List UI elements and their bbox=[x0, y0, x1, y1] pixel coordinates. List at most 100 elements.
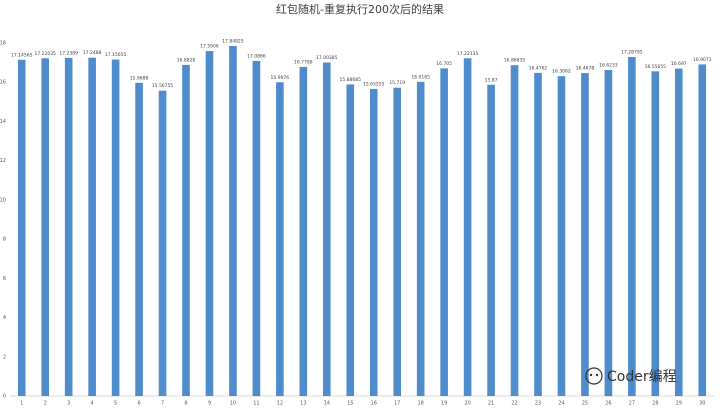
bar bbox=[111, 59, 120, 397]
x-tick-label: 3 bbox=[67, 401, 70, 407]
bar bbox=[487, 84, 495, 396]
y-tick-label: 2 bbox=[3, 354, 6, 360]
x-tick-label: 18 bbox=[417, 401, 423, 407]
y-tick-label: 4 bbox=[3, 315, 6, 321]
data-label: 17.15655 bbox=[105, 52, 127, 58]
bar bbox=[205, 51, 214, 397]
data-label: 15.9976 bbox=[271, 75, 290, 81]
data-label: 15.719 bbox=[389, 80, 405, 86]
data-label: 15.88685 bbox=[340, 77, 362, 83]
bar bbox=[393, 87, 401, 396]
data-label: 17.0866 bbox=[247, 53, 266, 59]
data-label: 17.2488 bbox=[83, 50, 102, 56]
bar bbox=[698, 64, 707, 396]
data-label: 16.6233 bbox=[599, 62, 618, 68]
x-tick-label: 29 bbox=[676, 401, 682, 407]
x-tick-label: 9 bbox=[208, 401, 211, 407]
y-tick-label: 14 bbox=[0, 119, 6, 125]
x-tick-label: 1 bbox=[20, 401, 23, 407]
bar bbox=[628, 56, 636, 397]
data-label: 17.22135 bbox=[457, 51, 479, 57]
bar bbox=[64, 57, 73, 396]
data-label: 16.697 bbox=[671, 61, 687, 67]
x-tick-label: 12 bbox=[277, 401, 283, 407]
x-tick-label: 27 bbox=[629, 401, 635, 407]
x-tick-label: 30 bbox=[699, 401, 705, 407]
bar bbox=[581, 73, 589, 396]
x-tick-label: 21 bbox=[488, 401, 494, 407]
data-label: 17.22035 bbox=[34, 51, 56, 57]
y-tick-label: 12 bbox=[0, 158, 6, 164]
data-label: 16.0185 bbox=[411, 74, 430, 80]
y-tick-label: 18 bbox=[0, 41, 6, 47]
data-label: 15.87 bbox=[485, 77, 498, 83]
data-label: 17.28795 bbox=[621, 49, 643, 55]
x-tick-label: 15 bbox=[347, 401, 353, 407]
bar bbox=[369, 88, 378, 397]
watermark: Coder编程 bbox=[607, 369, 677, 385]
x-tick-label: 2 bbox=[44, 401, 47, 407]
bar bbox=[276, 82, 284, 396]
bar bbox=[17, 59, 26, 396]
x-tick-label: 7 bbox=[161, 401, 164, 407]
data-label: 15.56755 bbox=[152, 83, 174, 89]
data-label: 15.9688 bbox=[130, 75, 149, 81]
x-tick-label: 26 bbox=[605, 401, 611, 407]
bar bbox=[675, 68, 683, 396]
data-label: 17.00385 bbox=[316, 55, 338, 61]
x-tick-label: 10 bbox=[230, 401, 236, 407]
bar bbox=[252, 60, 261, 397]
y-tick-label: 16 bbox=[0, 80, 6, 86]
data-label: 16.7788 bbox=[294, 59, 313, 65]
bar bbox=[510, 65, 519, 396]
bar bbox=[323, 62, 331, 396]
bar bbox=[346, 84, 355, 396]
x-tick-label: 6 bbox=[137, 401, 140, 407]
x-tick-label: 23 bbox=[535, 401, 541, 407]
x-tick-label: 8 bbox=[184, 401, 187, 407]
data-label: 15.65555 bbox=[363, 81, 385, 87]
bar bbox=[651, 71, 660, 397]
x-tick-label: 4 bbox=[91, 401, 94, 407]
bar bbox=[135, 82, 143, 396]
data-label: 16.9071 bbox=[693, 57, 712, 63]
data-label: 17.84825 bbox=[222, 38, 244, 44]
data-label: 16.86835 bbox=[504, 58, 526, 64]
x-tick-label: 24 bbox=[558, 401, 564, 407]
data-label: 17.2389 bbox=[59, 50, 78, 56]
y-tick-label: 10 bbox=[0, 197, 6, 203]
x-tick-label: 20 bbox=[464, 401, 470, 407]
bar bbox=[534, 72, 542, 396]
bar bbox=[557, 76, 566, 397]
data-label: 16.4762 bbox=[529, 65, 548, 71]
bar bbox=[299, 66, 308, 396]
data-label: 16.55655 bbox=[645, 64, 667, 70]
data-label: 17.14565 bbox=[11, 52, 33, 58]
bar bbox=[440, 68, 448, 396]
data-label: 16.8828 bbox=[177, 57, 196, 63]
data-label: 16.3062 bbox=[552, 69, 571, 75]
x-tick-label: 14 bbox=[324, 401, 330, 407]
y-tick-label: 6 bbox=[3, 276, 6, 282]
x-tick-label: 28 bbox=[652, 401, 658, 407]
x-tick-label: 22 bbox=[511, 401, 517, 407]
bar bbox=[604, 69, 613, 396]
bar bbox=[41, 58, 49, 397]
data-label: 17.5906 bbox=[200, 44, 219, 50]
bar bbox=[158, 90, 167, 396]
bar bbox=[182, 64, 190, 396]
watermark-icon bbox=[585, 367, 603, 385]
bar bbox=[229, 45, 237, 397]
bar bbox=[88, 57, 96, 396]
x-tick-label: 25 bbox=[582, 401, 588, 407]
x-tick-label: 17 bbox=[394, 401, 400, 407]
x-tick-label: 13 bbox=[300, 401, 306, 407]
data-label: 16.4678 bbox=[576, 66, 595, 72]
chart-title: 红包随机-重复执行200次后的结果 bbox=[276, 2, 444, 16]
bar bbox=[416, 81, 425, 397]
x-tick-label: 19 bbox=[441, 401, 447, 407]
x-tick-label: 5 bbox=[114, 401, 117, 407]
x-tick-label: 16 bbox=[371, 401, 377, 407]
y-tick-label: 0 bbox=[3, 394, 6, 400]
